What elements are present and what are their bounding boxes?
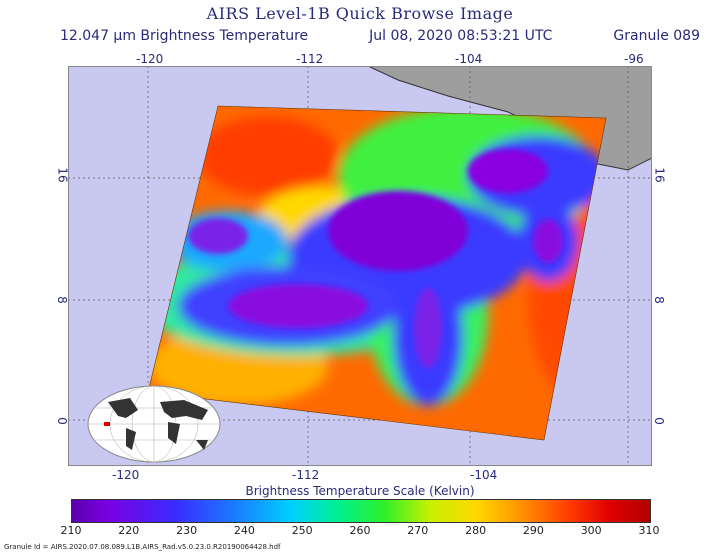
lat-right-tick: 8 (651, 296, 666, 304)
map-border (68, 66, 652, 466)
satellite-swath (148, 106, 606, 440)
colorbar-tick-label: 220 (118, 524, 140, 537)
colorbar-tick-label: 270 (407, 524, 429, 537)
temperature-colorbar (71, 499, 651, 523)
colorbar-tick-label: 250 (291, 524, 313, 537)
colorbar-tick-label: 310 (638, 524, 660, 537)
channel-label: 12.047 μm Brightness Temperature (60, 28, 309, 44)
swath-outline (147, 105, 607, 441)
lat-right-tick: 0 (651, 417, 666, 425)
lon-top-tick: -104 (455, 52, 483, 66)
colorbar-tick-label: 260 (349, 524, 371, 537)
scale-title: Brightness Temperature Scale (Kelvin) (245, 484, 475, 498)
colorbar-tick-label: 300 (580, 524, 602, 537)
lon-top-tick: -96 (624, 52, 644, 66)
map-panel (68, 66, 652, 466)
globe-inset (87, 385, 221, 463)
lat-right-tick: 16 (652, 167, 667, 183)
timestamp-label: Jul 08, 2020 08:53:21 UTC (369, 28, 553, 44)
lon-bottom-tick: -112 (292, 468, 320, 482)
lon-top-tick: -112 (296, 52, 324, 66)
colorbar-tick-label: 230 (176, 524, 198, 537)
granule-label: Granule 089 (613, 28, 700, 44)
colorbar-tick-label: 210 (60, 524, 82, 537)
lon-bottom-tick: -104 (470, 468, 498, 482)
image-subtitle: 12.047 μm Brightness Temperature Jul 08,… (60, 28, 700, 44)
image-title: AIRS Level-1B Quick Browse Image (206, 4, 514, 23)
colorbar-tick-label: 240 (233, 524, 255, 537)
colorbar-tick-label: 290 (522, 524, 544, 537)
granule-id: Granule Id = AIRS.2020.07.08.089.L1B.AIR… (4, 543, 281, 551)
lat-left-tick: 8 (54, 296, 69, 304)
granule-location-marker (104, 422, 110, 426)
brightness-temperature-map (68, 66, 652, 466)
lon-top-tick: -120 (136, 52, 164, 66)
colorbar-tick-label: 280 (465, 524, 487, 537)
lon-bottom-tick: -120 (112, 468, 140, 482)
lat-left-tick: 0 (54, 417, 69, 425)
